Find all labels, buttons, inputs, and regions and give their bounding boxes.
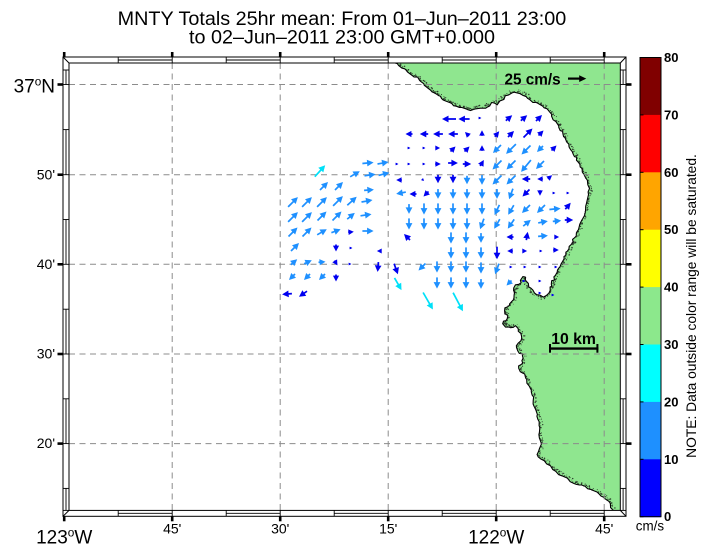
svg-text:45': 45' [163,520,181,536]
svg-text:10: 10 [664,452,678,467]
svg-text:60: 60 [664,165,678,180]
svg-text:20: 20 [664,394,678,409]
svg-text:40': 40' [37,256,55,272]
svg-text:122oW: 122oW [468,525,524,548]
svg-text:37oN: 37oN [14,74,55,97]
svg-text:to 02–Jun–2011 23:00 GMT+0.000: to 02–Jun–2011 23:00 GMT+0.000 [189,26,495,48]
svg-text:30: 30 [664,337,678,352]
svg-text:20': 20' [37,435,55,451]
svg-text:45': 45' [595,520,613,536]
svg-text:0: 0 [664,509,671,524]
svg-text:30': 30' [271,520,289,536]
svg-text:cm/s: cm/s [636,519,665,534]
svg-text:123oW: 123oW [36,525,92,548]
svg-text:NOTE: Data outside color range: NOTE: Data outside color range will be s… [684,154,699,458]
svg-text:40: 40 [664,280,678,295]
svg-text:50': 50' [37,166,55,182]
svg-text:15': 15' [379,520,397,536]
svg-text:70: 70 [664,107,678,122]
svg-text:50: 50 [664,222,678,237]
svg-text:10 km: 10 km [551,331,596,348]
svg-text:25 cm/s: 25 cm/s [505,72,561,89]
svg-text:80: 80 [664,50,678,65]
svg-text:30': 30' [37,346,55,362]
